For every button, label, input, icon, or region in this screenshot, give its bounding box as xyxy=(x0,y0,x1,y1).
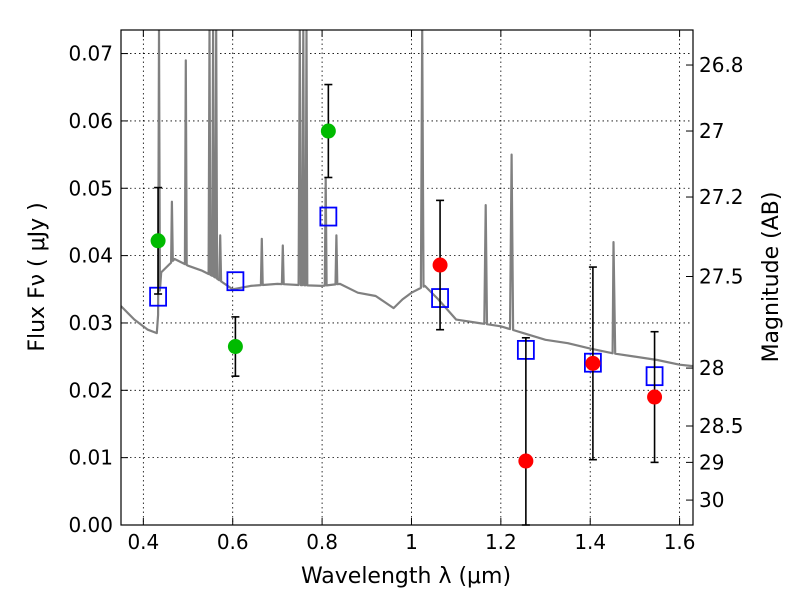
data-point xyxy=(227,339,243,355)
x-tick-label: 1.6 xyxy=(664,530,696,554)
y-tick-label: 0.00 xyxy=(68,513,113,537)
data-point xyxy=(150,233,166,249)
y-tick-labels: 0.00 0.01 0.02 0.03 0.04 0.05 0.06 0.07 xyxy=(68,42,113,537)
x-axis-title: Wavelength λ (μm) xyxy=(301,564,511,589)
y-tick-label: 0.02 xyxy=(68,378,113,402)
data-point xyxy=(585,355,601,371)
x-tick-labels: 0.4 0.6 0.8 1 1.2 1.4 1.6 xyxy=(127,530,695,554)
y-tick-label: 0.05 xyxy=(68,176,113,200)
axis-ticks xyxy=(121,30,693,526)
y-tick-label: 0.03 xyxy=(68,311,113,335)
x-tick-label: 1 xyxy=(405,530,418,554)
y-tick-label: 0.01 xyxy=(68,446,113,470)
right-tick-label: 30 xyxy=(699,488,724,512)
plot-frame xyxy=(120,29,694,526)
right-tick-label: 28.5 xyxy=(699,414,744,438)
right-axis-title: Magnitude (AB) xyxy=(759,192,784,363)
y-axis-title: Flux Fν ( μJy ) xyxy=(25,202,50,351)
x-tick-label: 0.4 xyxy=(127,530,159,554)
y-tick-label: 0.04 xyxy=(68,244,113,268)
x-tick-label: 1.2 xyxy=(485,530,517,554)
observed-points xyxy=(150,123,663,469)
right-tick-labels: 26.8 27 27.2 27.5 28 28.5 29 30 xyxy=(699,53,744,512)
right-tick-label: 27.5 xyxy=(699,264,744,288)
model-square xyxy=(319,206,338,227)
data-point xyxy=(647,389,663,405)
x-tick-label: 0.8 xyxy=(306,530,338,554)
spectrum-line xyxy=(121,30,693,368)
data-point xyxy=(518,453,534,469)
right-tick-label: 28 xyxy=(699,356,724,380)
right-tick-label: 27 xyxy=(699,119,724,143)
data-point xyxy=(320,123,336,139)
data-point xyxy=(432,257,448,273)
y-tick-label: 0.06 xyxy=(68,109,113,133)
right-tick-label: 26.8 xyxy=(699,53,744,77)
right-tick-label: 29 xyxy=(699,450,724,474)
x-tick-label: 0.6 xyxy=(217,530,249,554)
model-spectrum xyxy=(121,30,693,368)
model-square xyxy=(226,271,245,292)
x-tick-label: 1.4 xyxy=(574,530,606,554)
right-tick-label: 27.2 xyxy=(699,185,744,209)
y-tick-label: 0.07 xyxy=(68,42,113,66)
